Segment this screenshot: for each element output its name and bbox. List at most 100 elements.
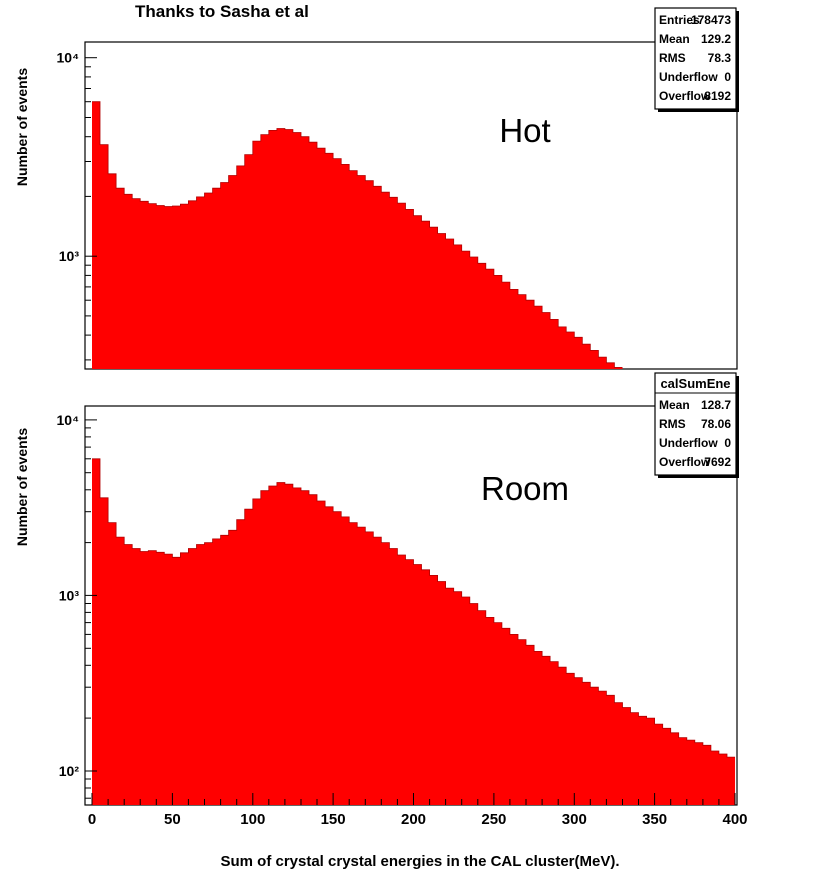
histogram-bar <box>493 622 502 805</box>
histogram-bar <box>301 136 310 369</box>
histogram-bar <box>116 188 125 369</box>
histogram-bar <box>614 367 623 369</box>
histogram-bar <box>606 695 615 805</box>
histogram-bar <box>630 712 639 805</box>
y-tick-label: 10³ <box>59 587 80 603</box>
stats-row-name: Mean <box>659 398 690 412</box>
x-axis-label: Sum of crystal crystal energies in the C… <box>220 853 619 870</box>
histogram-bar <box>590 687 599 805</box>
stats-row-name: Underflow <box>659 70 718 84</box>
histogram-bar <box>654 724 663 805</box>
histogram-bar <box>180 204 189 369</box>
histogram-bar <box>437 581 446 805</box>
histogram-bar <box>317 148 326 369</box>
stats-row-name: Mean <box>659 32 690 46</box>
histogram-bar <box>156 205 165 369</box>
histogram-bar <box>381 542 390 805</box>
histogram-bar <box>373 537 382 805</box>
histogram-bar <box>333 511 342 805</box>
histogram-bar <box>606 362 615 369</box>
histogram-bar <box>309 494 318 805</box>
histogram-bar <box>453 244 462 369</box>
histogram-bar <box>357 175 366 369</box>
stats-row-name: RMS <box>659 51 686 65</box>
histogram-bar <box>718 754 727 805</box>
histogram-bar <box>124 194 133 369</box>
histogram-bar <box>469 257 478 369</box>
histogram-outline <box>92 458 735 758</box>
histogram-bar <box>140 551 149 805</box>
histogram-bar <box>477 263 486 369</box>
histogram-bar <box>244 154 253 369</box>
histogram-bar <box>341 516 350 805</box>
histogram-bar <box>325 153 334 369</box>
histogram-bar <box>132 548 141 805</box>
stats-box <box>654 372 737 476</box>
histogram-bar <box>252 498 261 805</box>
histogram-bar <box>301 490 310 805</box>
histogram-bar <box>534 306 543 369</box>
histogram-bar <box>164 554 173 805</box>
histogram-bar <box>598 691 607 805</box>
histogram-bar <box>325 506 334 805</box>
histogram-bar <box>694 742 703 805</box>
histogram-bar <box>437 233 446 369</box>
histogram-bar <box>566 673 575 805</box>
histogram-bar <box>646 718 655 805</box>
panel-label: Hot <box>499 112 550 149</box>
panel-label: Room <box>481 470 569 507</box>
histogram-bar <box>501 628 510 805</box>
histogram-bar <box>268 486 277 805</box>
x-tick-label: 150 <box>321 811 346 828</box>
histogram-bar <box>710 751 719 805</box>
stats-row-value: 178473 <box>691 13 731 27</box>
stats-row-name: Overflow <box>659 89 711 103</box>
stats-row-value: 8192 <box>704 89 731 103</box>
y-tick-label: 10³ <box>59 248 80 264</box>
histogram-bar <box>252 141 261 369</box>
histogram-bar <box>284 129 293 369</box>
histogram-bar <box>140 201 149 369</box>
histogram-bar <box>188 548 197 805</box>
histogram-bar <box>116 537 125 805</box>
histogram-bar <box>582 344 591 369</box>
histogram-bar <box>501 282 510 369</box>
y-tick-label: 10⁴ <box>57 412 80 428</box>
histogram-bar <box>292 132 301 369</box>
histogram-bar <box>196 196 205 369</box>
histogram-bar <box>164 206 173 369</box>
y-axis-label: Number of events <box>14 68 30 186</box>
y-tick-label: 10⁴ <box>57 50 80 66</box>
histogram-bar <box>236 519 245 805</box>
histogram-bar <box>686 740 695 805</box>
histogram-bar <box>317 501 326 805</box>
histogram-bar <box>341 164 350 369</box>
histogram-bar <box>349 170 358 369</box>
histogram-bar <box>132 198 141 369</box>
histogram-bar <box>108 522 117 805</box>
stats-row-value: 7692 <box>704 455 731 469</box>
histogram-bar <box>108 173 117 369</box>
histogram-bar <box>100 144 109 369</box>
histogram-bar <box>429 227 438 369</box>
histogram-bar <box>276 482 285 805</box>
histogram-bar <box>727 757 736 805</box>
histogram-bar <box>349 522 358 805</box>
histogram-bar <box>574 677 583 805</box>
histogram-bar <box>365 180 374 369</box>
stats-row-value: 0 <box>724 436 731 450</box>
histogram-bar <box>397 555 406 805</box>
histogram-bar <box>212 538 221 805</box>
histogram-bar <box>670 732 679 805</box>
stats-box <box>654 7 737 110</box>
histogram-bar <box>220 535 229 805</box>
x-tick-label: 100 <box>240 811 265 828</box>
histogram-bar <box>92 458 101 805</box>
histogram-bar <box>188 200 197 369</box>
stats-row-value: 78.06 <box>701 417 731 431</box>
histogram-bar <box>204 193 213 369</box>
x-tick-label: 50 <box>164 811 181 828</box>
histogram-bar <box>550 319 559 369</box>
histogram-bar <box>485 617 494 805</box>
histogram-bar <box>574 337 583 369</box>
